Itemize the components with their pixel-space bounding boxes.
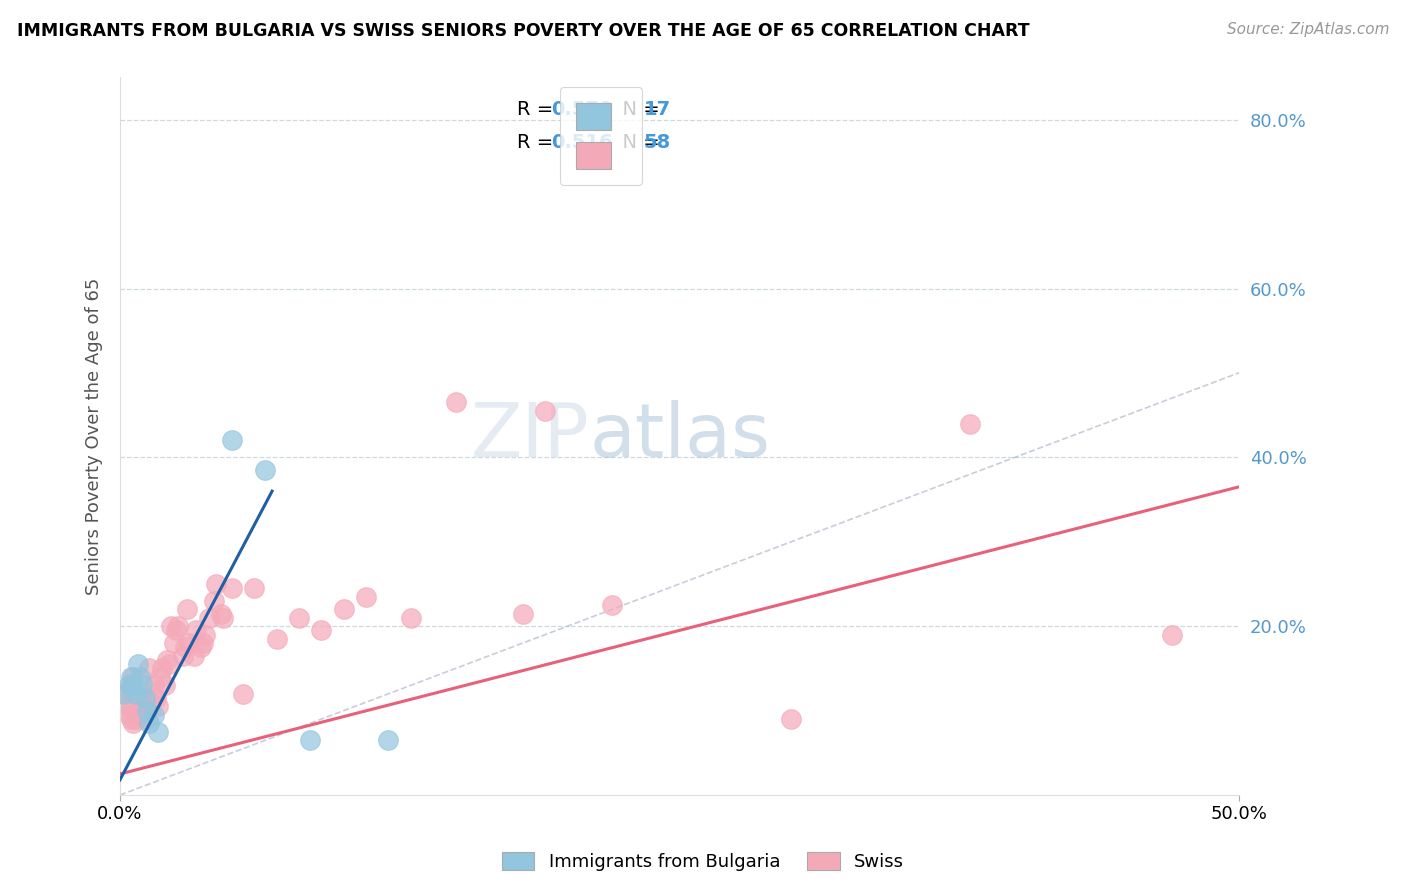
Point bbox=[209, 607, 232, 621]
Point bbox=[156, 653, 179, 667]
Point bbox=[254, 463, 277, 477]
Point bbox=[780, 712, 803, 726]
Point bbox=[120, 678, 142, 692]
Point bbox=[142, 707, 165, 722]
Point bbox=[176, 602, 198, 616]
Point bbox=[1160, 627, 1182, 641]
Y-axis label: Seniors Poverty Over the Age of 65: Seniors Poverty Over the Age of 65 bbox=[86, 277, 103, 595]
Point bbox=[184, 624, 207, 638]
Point bbox=[444, 395, 467, 409]
Point bbox=[131, 695, 153, 709]
Point bbox=[118, 707, 141, 722]
Text: 0.516: 0.516 bbox=[551, 133, 612, 152]
Point bbox=[138, 716, 160, 731]
Point bbox=[114, 687, 136, 701]
Point bbox=[163, 636, 186, 650]
Point bbox=[157, 657, 180, 672]
Point bbox=[149, 670, 172, 684]
Text: 58: 58 bbox=[644, 133, 671, 152]
Point bbox=[167, 619, 190, 633]
Point bbox=[183, 648, 205, 663]
Point bbox=[190, 640, 212, 655]
Point bbox=[311, 624, 333, 638]
Point bbox=[212, 611, 235, 625]
Point bbox=[145, 690, 167, 705]
Point bbox=[205, 577, 228, 591]
Text: atlas: atlas bbox=[589, 400, 770, 473]
Text: R =: R = bbox=[517, 133, 560, 152]
Point bbox=[172, 648, 194, 663]
Point bbox=[114, 695, 136, 709]
Point bbox=[153, 678, 176, 692]
Point bbox=[198, 611, 221, 625]
Point bbox=[173, 640, 195, 655]
Point bbox=[138, 661, 160, 675]
Text: IMMIGRANTS FROM BULGARIA VS SWISS SENIORS POVERTY OVER THE AGE OF 65 CORRELATION: IMMIGRANTS FROM BULGARIA VS SWISS SENIOR… bbox=[17, 22, 1029, 40]
Point bbox=[124, 712, 146, 726]
Point bbox=[115, 699, 138, 714]
Point bbox=[120, 670, 142, 684]
Point bbox=[221, 581, 243, 595]
Text: 0.570: 0.570 bbox=[551, 100, 612, 120]
Point bbox=[202, 594, 225, 608]
Point bbox=[299, 733, 322, 747]
Point bbox=[221, 434, 243, 448]
Text: N =: N = bbox=[610, 100, 666, 120]
Point bbox=[141, 687, 163, 701]
Point bbox=[135, 704, 157, 718]
Point bbox=[332, 602, 354, 616]
Point bbox=[243, 581, 266, 595]
Point bbox=[127, 707, 149, 722]
Point bbox=[122, 670, 145, 684]
Point bbox=[142, 678, 165, 692]
Point bbox=[127, 657, 149, 672]
Point bbox=[160, 619, 183, 633]
Point bbox=[600, 598, 623, 612]
Point bbox=[512, 607, 534, 621]
Point bbox=[288, 611, 311, 625]
Legend: , : , bbox=[560, 87, 641, 185]
Point bbox=[354, 590, 377, 604]
Point bbox=[146, 724, 169, 739]
Text: N =: N = bbox=[610, 133, 666, 152]
Point bbox=[146, 699, 169, 714]
Point bbox=[959, 417, 981, 431]
Point bbox=[111, 687, 134, 701]
Text: R =: R = bbox=[517, 100, 560, 120]
Point bbox=[194, 627, 217, 641]
Point bbox=[122, 678, 145, 692]
Point bbox=[134, 690, 156, 705]
Point bbox=[377, 733, 399, 747]
Point bbox=[124, 687, 146, 701]
Text: Source: ZipAtlas.com: Source: ZipAtlas.com bbox=[1226, 22, 1389, 37]
Point bbox=[534, 404, 557, 418]
Point bbox=[266, 632, 288, 646]
Point bbox=[131, 678, 153, 692]
Text: ZIP: ZIP bbox=[471, 400, 589, 473]
Point bbox=[191, 636, 214, 650]
Point bbox=[179, 636, 201, 650]
Point bbox=[129, 704, 152, 718]
Point bbox=[134, 704, 156, 718]
Point bbox=[152, 661, 174, 675]
Point bbox=[232, 687, 254, 701]
Legend: Immigrants from Bulgaria, Swiss: Immigrants from Bulgaria, Swiss bbox=[495, 845, 911, 879]
Point bbox=[118, 678, 141, 692]
Point bbox=[399, 611, 422, 625]
Point bbox=[122, 716, 145, 731]
Text: 17: 17 bbox=[644, 100, 671, 120]
Point bbox=[129, 670, 152, 684]
Point bbox=[165, 624, 187, 638]
Point bbox=[135, 712, 157, 726]
Point bbox=[120, 712, 142, 726]
